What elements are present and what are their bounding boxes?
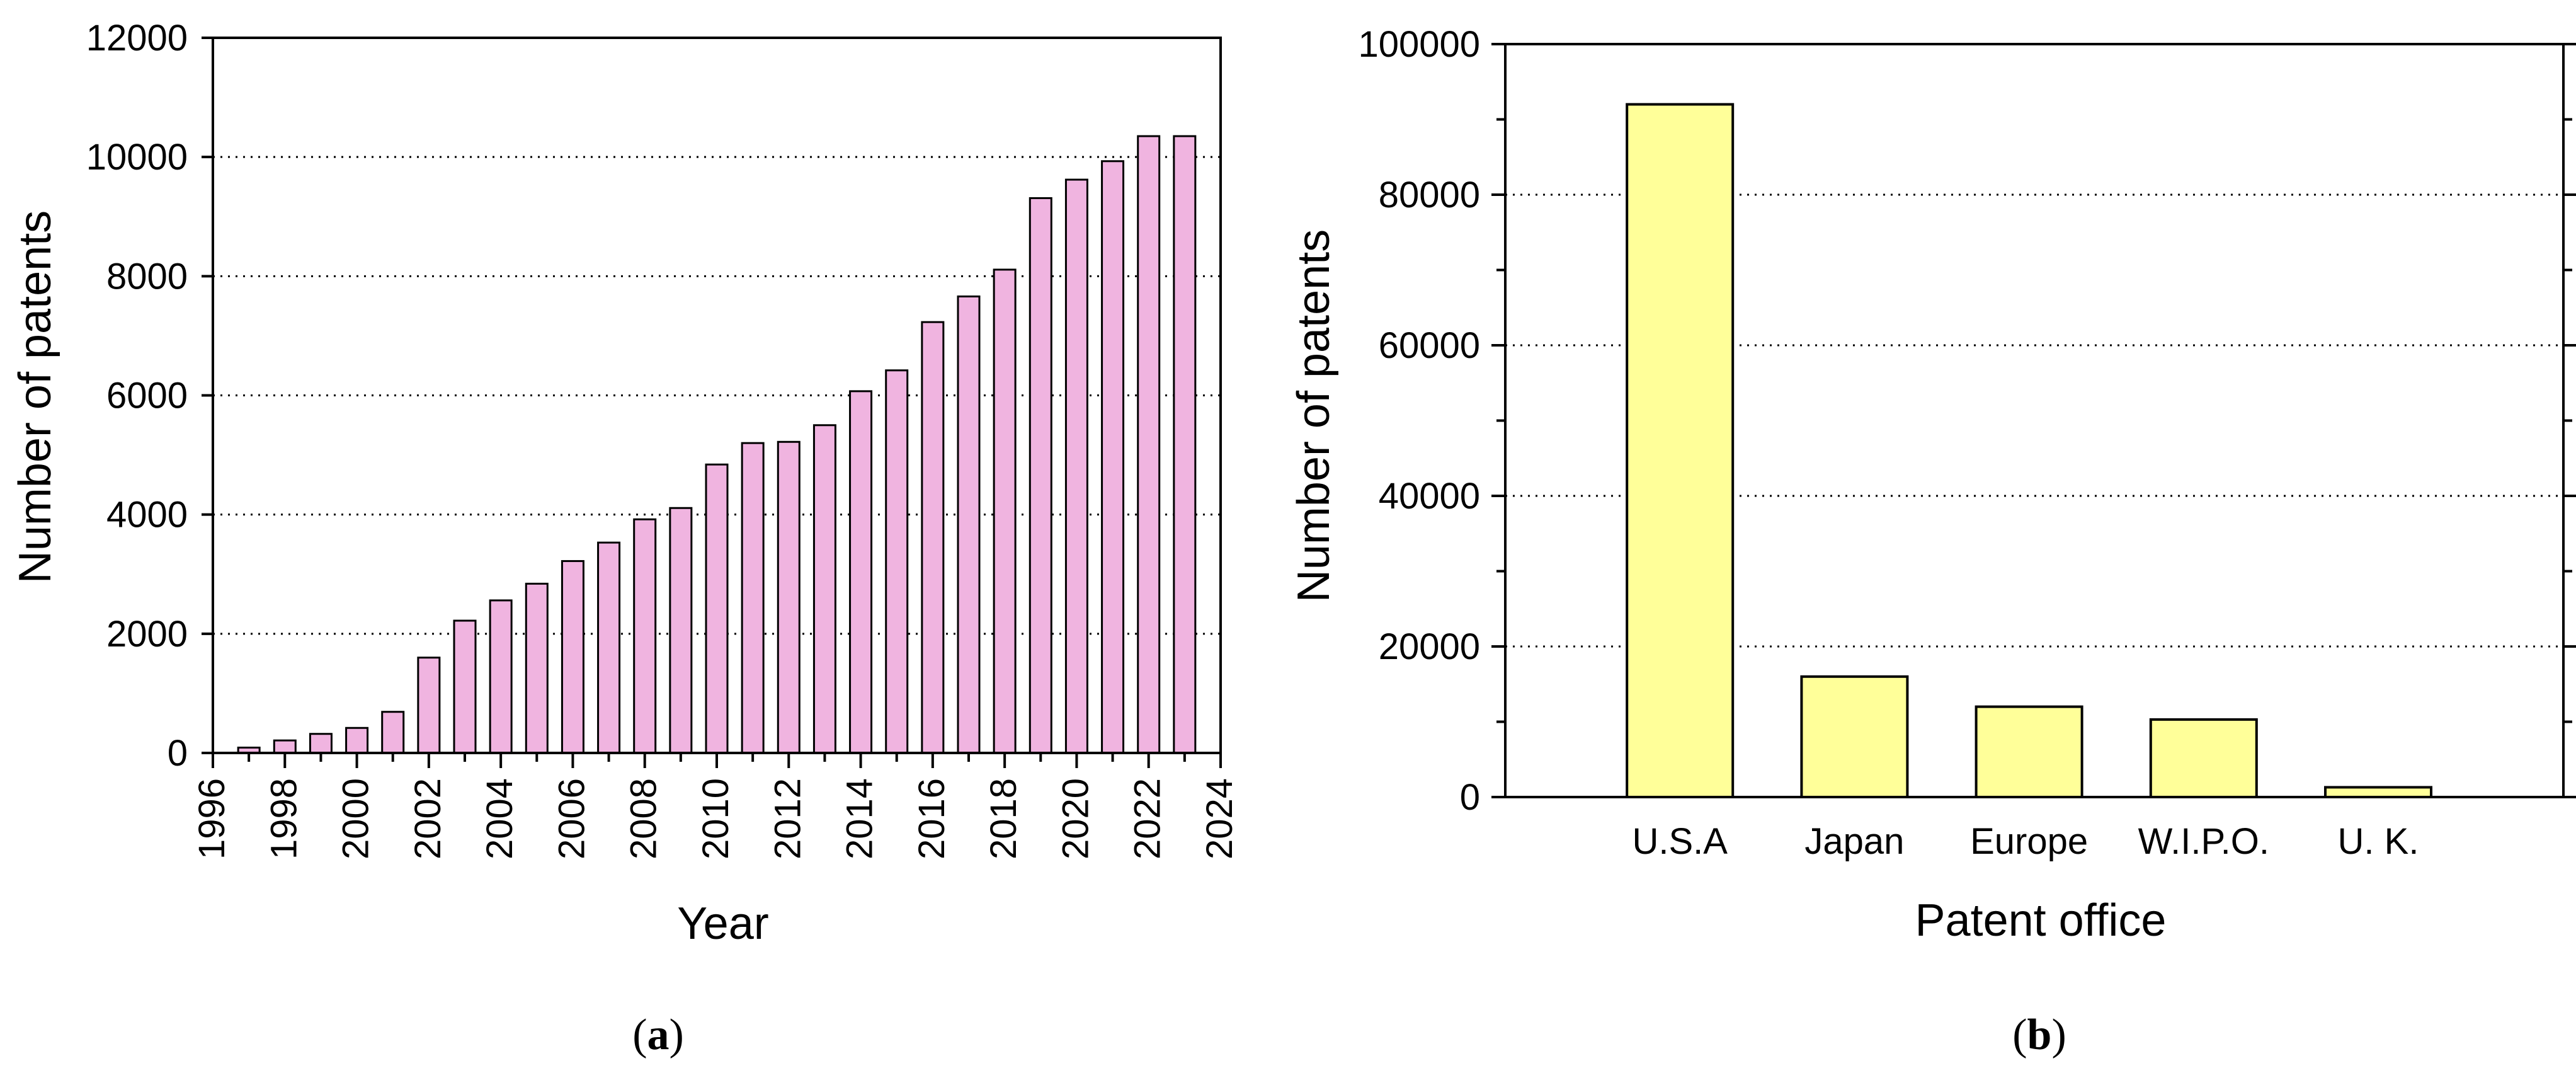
chart-a-bar xyxy=(525,582,549,754)
chart-a-x-tick-label: 2012 xyxy=(767,778,808,859)
chart-a-x-tick-label: 2022 xyxy=(1127,778,1168,859)
chart-a-x-tick-label: 2010 xyxy=(695,778,736,859)
chart-a-x-tick-label: 2008 xyxy=(624,778,664,859)
chart-a-x-tick-label: 2000 xyxy=(336,778,377,859)
chart-a-y-tick-label: 8000 xyxy=(106,256,188,297)
chart-b-y-tick-label: 40000 xyxy=(1379,476,1480,517)
chart-a-bar xyxy=(273,739,297,754)
chart-a-x-tick-label: 2006 xyxy=(551,778,592,859)
chart-a-y-tick-label: 6000 xyxy=(106,376,188,416)
chart-b-caption: (b) xyxy=(2012,1011,2066,1059)
chart-a-bar xyxy=(1101,160,1125,754)
chart-b-y-tick-labels: 0 20000 40000 60000 80000 100000 xyxy=(1358,24,1480,818)
chart-b-bar xyxy=(1800,675,1909,799)
chart-b-x-tick-label: Europe xyxy=(1970,821,2088,862)
chart-a-y-axis-title: Number of patents xyxy=(10,210,60,583)
chart-a-bar xyxy=(633,518,657,754)
chart-a-x-tick-label: 2002 xyxy=(407,778,448,859)
chart-a-bar xyxy=(1064,178,1088,754)
chart-a-bar xyxy=(993,268,1017,754)
chart-a-bar xyxy=(561,560,584,754)
chart-a-bar xyxy=(921,321,945,754)
chart-b-y-tick-label: 100000 xyxy=(1358,24,1480,65)
chart-a-bar xyxy=(777,440,801,754)
chart-b-y-tick-label: 80000 xyxy=(1379,175,1480,215)
chart-a-bar xyxy=(381,711,405,754)
chart-a-bar xyxy=(669,507,693,754)
chart-b-y-tick-label: 0 xyxy=(1460,777,1480,818)
chart-b-y-tick-label: 20000 xyxy=(1379,626,1480,667)
chart-a-bar xyxy=(309,733,333,754)
chart-a-bar xyxy=(957,295,981,754)
chart-a-bar xyxy=(812,424,836,754)
chart-b-y-axis-title: Number of patents xyxy=(1289,229,1339,602)
chart-b-bars xyxy=(1626,103,2432,799)
chart-a-y-tick-labels: 0 2000 4000 6000 8000 10000 12000 xyxy=(86,18,188,774)
chart-a-x-tick-label: 2020 xyxy=(1055,778,1096,859)
chart-b-x-tick-label: Japan xyxy=(1804,821,1904,862)
chart-b-x-tick-label: U.S.A xyxy=(1632,821,1728,862)
chart-b-y-tick-label: 60000 xyxy=(1379,325,1480,366)
chart-a-y-tick-label: 12000 xyxy=(86,18,188,59)
chart-a-bar xyxy=(597,541,621,754)
chart-a-gridlines xyxy=(213,156,1221,635)
chart-a-x-tick-label: 2004 xyxy=(479,778,520,859)
chart-b-bar xyxy=(1626,103,1735,799)
chart-a-y-tick-label: 0 xyxy=(168,733,188,774)
chart-b-x-tick-labels: U.S.A Japan Europe W.I.P.O. U. K. xyxy=(1632,821,2419,862)
chart-b-bar xyxy=(2149,718,2258,799)
chart-a-x-tick-label: 1998 xyxy=(263,778,304,859)
chart-b-bar xyxy=(1975,705,2083,798)
chart-a-x-tick-labels: 1996 1998 2000 2002 2004 2006 2008 2010 2012 2014… xyxy=(191,778,1240,859)
chart-a-y-tick-label: 10000 xyxy=(86,137,188,178)
chart-a-bar xyxy=(417,657,441,754)
chart-b-ticks xyxy=(1491,43,2576,798)
chart-a-caption: (a) xyxy=(632,1011,684,1059)
chart-a-bar xyxy=(1137,135,1161,754)
chart-b-x-tick-label: W.I.P.O. xyxy=(2138,821,2269,862)
chart-a-x-tick-label: 2024 xyxy=(1199,778,1240,859)
chart-a-bar xyxy=(849,390,873,754)
chart-a-bars xyxy=(237,135,1197,754)
chart-b-caption-letter: b xyxy=(2027,1011,2052,1059)
chart-a-y-tick-label: 4000 xyxy=(106,495,188,536)
chart-a-bar xyxy=(345,726,369,754)
chart-panel-b: 0 20000 40000 60000 80000 100000 U.S.A Japan Eu… xyxy=(1289,24,2576,1059)
chart-b-x-axis-title: Patent office xyxy=(1915,895,2167,946)
chart-a-bar xyxy=(453,619,477,754)
chart-a-ticks xyxy=(202,37,1222,768)
chart-b-gridlines xyxy=(1505,193,2563,648)
chart-a-bar xyxy=(705,463,729,754)
chart-b-bar xyxy=(2324,786,2432,798)
chart-a-x-tick-label: 2016 xyxy=(911,778,952,859)
chart-a-bar xyxy=(489,599,513,754)
chart-a-x-axis-title: Year xyxy=(677,899,768,949)
chart-a-bar xyxy=(1029,197,1052,754)
chart-a-bar xyxy=(741,442,765,754)
chart-a-y-tick-label: 2000 xyxy=(106,614,188,655)
chart-a-x-tick-label: 2014 xyxy=(840,778,881,859)
chart-panel-a: 0 2000 4000 6000 8000 10000 12000 1996 1998 2000… xyxy=(10,18,1240,1059)
chart-a-bar xyxy=(1173,135,1197,754)
chart-a-bar xyxy=(885,369,909,754)
chart-a-x-tick-label: 1996 xyxy=(191,778,232,859)
chart-b-x-tick-label: U. K. xyxy=(2338,821,2419,862)
chart-a-caption-letter: a xyxy=(647,1011,670,1059)
chart-a-x-tick-label: 2018 xyxy=(983,778,1024,859)
